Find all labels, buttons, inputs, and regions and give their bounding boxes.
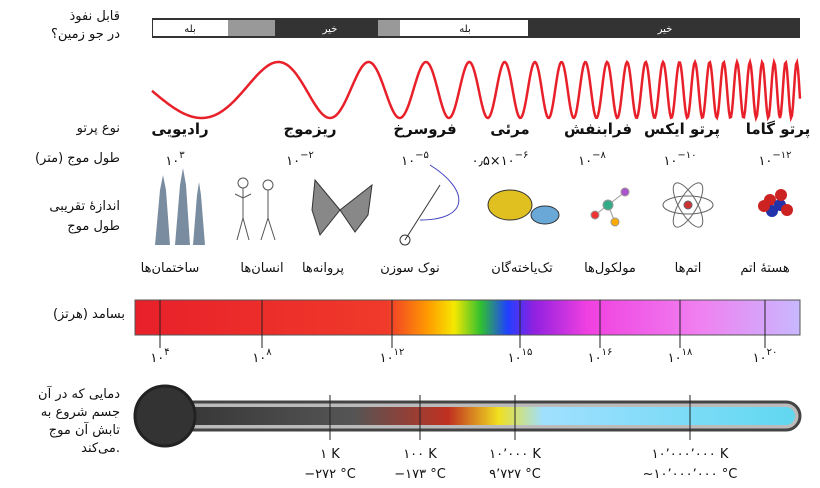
power-label: ۱۰۱۶ (588, 347, 613, 366)
label: در جو زمین؟ (51, 27, 120, 42)
size-label: ساختمان‌ها (141, 261, 200, 276)
radiation-type: ریزموج (283, 120, 336, 138)
size-label: هستهٔ اتم (740, 261, 790, 276)
left-labels: قابل نفوذ در جو زمین؟ نوع پرتو طول موج (… (35, 9, 125, 456)
kelvin: ۱۰۰ K (403, 447, 437, 462)
label: طول موج (متر) (35, 151, 120, 166)
exponent: ۸ (266, 347, 272, 358)
power-label: ۰٫۵×۱۰−۶ (472, 150, 529, 169)
size-label: اتم‌ها (675, 261, 702, 276)
base: ۱۰ (165, 154, 179, 169)
yes: بله (184, 24, 195, 35)
celsius: −۲۷۲ °C (304, 467, 356, 482)
power-label: ۱۰۱۵ (508, 347, 533, 366)
size-label: تک‌یاخته‌گان (491, 260, 553, 276)
exponent: −۱۲ (772, 150, 791, 161)
protozoa-icon (488, 190, 532, 220)
exponent: ۱۶ (602, 347, 613, 358)
exponent: ۳ (179, 150, 185, 161)
exponent: −۵ (415, 150, 429, 161)
power-label: ۱۰۸ (252, 347, 272, 366)
label: طول موج (67, 219, 120, 234)
exponent: ۱۲ (394, 347, 405, 358)
exponent: −۲ (300, 150, 314, 161)
wave (152, 62, 800, 118)
needle-icon (400, 165, 459, 245)
base: ۱۰ (578, 154, 592, 169)
exponent: ۲۰ (767, 347, 778, 358)
radiation-type: پرتو ایکس (644, 120, 720, 139)
size-label: مولکول‌ها (584, 261, 636, 276)
size-label: نوک سوزن (380, 261, 440, 276)
kelvin: ۱۰٬۰۰۰ K (489, 447, 541, 462)
base: ۱۰ (588, 351, 602, 366)
radiation-type: مرئی (490, 120, 529, 138)
segment (228, 20, 275, 36)
label: تابش آن موج (49, 421, 121, 438)
base: ۱۰ (286, 154, 300, 169)
power-label: ۱۰۴ (150, 347, 169, 366)
base: ۱۰ (508, 351, 522, 366)
label: جسم شروع به (41, 405, 120, 420)
base: ۱۰ (668, 351, 682, 366)
radiation-type: فرابنفش (564, 120, 632, 138)
power-label: ۱۰۲۰ (753, 347, 778, 366)
butterfly-icon (312, 180, 372, 235)
exponent: ۱۵ (522, 347, 533, 358)
penetration-bar: بله خیر بله خیر (152, 18, 800, 38)
base: ۰٫۵×۱۰ (472, 154, 515, 169)
base: ۱۰ (380, 351, 394, 366)
base: ۱۰ (758, 154, 772, 169)
base: ۱۰ (753, 351, 767, 366)
label: قابل نفوذ (70, 9, 120, 24)
base: ۱۰ (252, 351, 266, 366)
exponent: −۸ (592, 150, 606, 161)
label: اندازهٔ تقریبی (49, 199, 120, 214)
size-label: انسان‌ها (240, 261, 283, 276)
thermometer (135, 386, 800, 446)
base: ۱۰ (150, 351, 164, 366)
protozoa-icon (531, 206, 559, 224)
celsius: ۹٬۷۲۷ °C (489, 467, 541, 482)
frequency-bar (135, 300, 800, 335)
power-label: ۱۰۱۲ (380, 347, 405, 366)
spectrum-diagram: قابل نفوذ در جو زمین؟ نوع پرتو طول موج (… (0, 0, 820, 488)
power-label: ۱۰−۱۲ (758, 150, 791, 169)
power-label: ۱۰−۵ (401, 150, 429, 169)
kelvin: ۱ K (320, 447, 340, 462)
radiation-type: پرتو گاما (746, 120, 811, 139)
exponent: −۱۰ (677, 150, 696, 161)
nucleus-icon (758, 189, 793, 217)
celsius: ~۱۰٬۰۰۰٬۰۰۰ °C (643, 467, 738, 482)
kelvin: ۱۰٬۰۰۰٬۰۰۰ K (652, 447, 729, 462)
buildings-icon (155, 168, 205, 245)
label: دمایی که در آن (38, 385, 120, 402)
power-label: ۱۰۱۸ (668, 347, 693, 366)
segment (378, 20, 400, 36)
exponent: ۴ (164, 347, 169, 358)
icons (155, 165, 793, 245)
power-label: ۱۰−۲ (286, 150, 314, 169)
no: خیر (657, 24, 673, 35)
exponent: ۱۸ (682, 347, 693, 358)
size-label: پروانه‌ها (302, 261, 344, 276)
radiation-type: رادیویی (151, 120, 208, 138)
base: ۱۰ (663, 154, 677, 169)
radiation-type: فروسرخ (393, 120, 456, 138)
power-label: ۱۰۳ (165, 150, 185, 169)
exponent: −۶ (515, 150, 529, 161)
humans-icon (235, 178, 275, 240)
no: خیر (322, 24, 338, 35)
base: ۱۰ (401, 154, 415, 169)
atom-icon (663, 179, 713, 231)
molecule-icon (591, 188, 629, 226)
power-label: ۱۰−۱۰ (663, 150, 696, 169)
yes: بله (459, 24, 470, 35)
label: می‌کند. (81, 441, 120, 456)
celsius: −۱۷۳ °C (394, 467, 446, 482)
label: بسامد (هرتز) (53, 307, 125, 322)
label: نوع پرتو (76, 121, 120, 136)
power-label: ۱۰−۸ (578, 150, 606, 169)
